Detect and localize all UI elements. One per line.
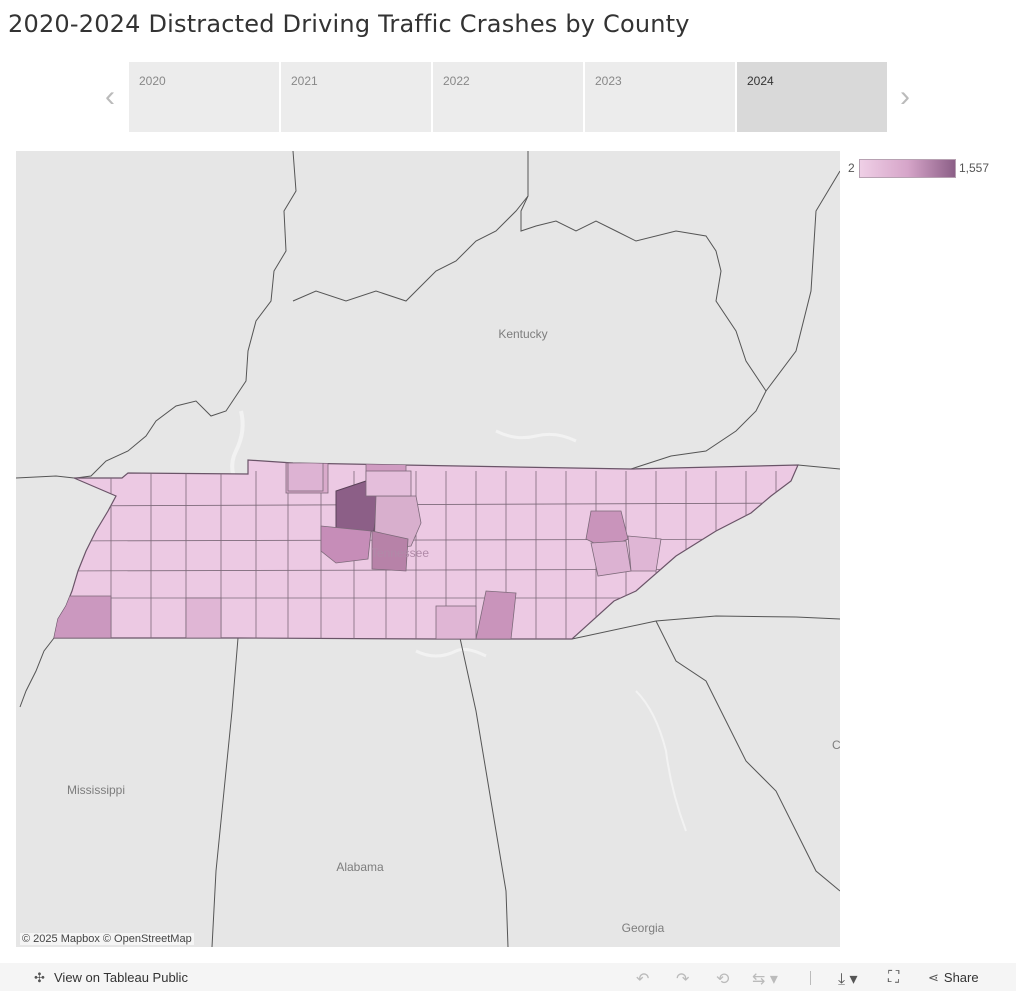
share-label: Share bbox=[943, 970, 979, 985]
view-on-tableau-label: View on Tableau Public bbox=[54, 970, 188, 985]
revert-icon[interactable]: ⟲ bbox=[716, 971, 730, 988]
river bbox=[635, 690, 687, 832]
state-border-kentucky-west bbox=[75, 151, 297, 479]
county-montgomery[interactable] bbox=[287, 462, 324, 492]
map-attribution[interactable]: © 2025 Mapbox © OpenStreetMap bbox=[20, 933, 194, 945]
chevron-right-icon[interactable]: › bbox=[900, 80, 910, 113]
tableau-toolbar: ✣ View on Tableau Public ↶ ↷ ⟲ ⇆ ▾ ⤓ ▾ ⛶ … bbox=[0, 963, 1016, 991]
tableau-logo-icon: ✣ bbox=[34, 970, 45, 985]
legend-gradient bbox=[859, 159, 956, 178]
state-border-kentucky-east bbox=[520, 151, 767, 470]
redo-icon[interactable]: ↷ bbox=[676, 971, 690, 988]
county-marion[interactable] bbox=[435, 605, 477, 639]
page-title: 2020-2024 Distracted Driving Traffic Cra… bbox=[8, 10, 690, 38]
county-hardin[interactable] bbox=[185, 597, 222, 639]
county-rutherford[interactable] bbox=[371, 530, 409, 572]
map-canvas: Kentucky Tennessee Mississippi Alabama G… bbox=[16, 151, 840, 947]
legend-max-label: 1,557 bbox=[959, 161, 990, 175]
state-border-georgia-carolina bbox=[655, 620, 840, 892]
county-hamilton[interactable] bbox=[475, 590, 517, 639]
label-georgia: Georgia bbox=[622, 921, 665, 935]
state-border-indiana bbox=[292, 195, 529, 302]
chevron-left-icon[interactable]: ‹ bbox=[105, 80, 115, 113]
year-tab-2020[interactable]: 2020 bbox=[129, 62, 279, 132]
map[interactable]: Kentucky Tennessee Mississippi Alabama G… bbox=[16, 151, 840, 947]
state-border-north-carolina bbox=[571, 615, 840, 640]
state-border-mississippi-alabama bbox=[211, 637, 239, 947]
year-tab-2022[interactable]: 2022 bbox=[433, 62, 583, 132]
refresh-icon[interactable]: ⇆ ▾ bbox=[752, 971, 778, 988]
label-alabama: Alabama bbox=[336, 860, 384, 874]
label-edge: C bbox=[832, 738, 840, 752]
state-border-virginia-south bbox=[797, 464, 840, 470]
county-williamson[interactable] bbox=[320, 525, 372, 564]
label-kentucky: Kentucky bbox=[498, 327, 547, 341]
state-border-alabama-georgia bbox=[459, 637, 509, 947]
lake bbox=[415, 647, 487, 658]
view-on-tableau-link[interactable]: ✣ View on Tableau Public bbox=[34, 970, 188, 986]
state-border-missouri bbox=[16, 475, 75, 479]
year-tab-2021[interactable]: 2021 bbox=[281, 62, 431, 132]
year-tab-2024[interactable]: 2024 bbox=[737, 62, 887, 132]
county-blount[interactable] bbox=[590, 540, 632, 577]
undo-icon[interactable]: ↶ bbox=[636, 971, 650, 988]
tennessee-state[interactable] bbox=[53, 459, 799, 640]
share-button[interactable]: ⋖ Share bbox=[928, 970, 979, 986]
county-grid bbox=[54, 460, 798, 639]
download-icon[interactable]: ⤓ ▾ bbox=[838, 971, 858, 988]
label-mississippi: Mississippi bbox=[67, 783, 125, 797]
toolbar-divider bbox=[810, 971, 811, 985]
share-icon: ⋖ bbox=[928, 970, 939, 985]
lake bbox=[495, 429, 577, 443]
fullscreen-icon[interactable]: ⛶ bbox=[888, 969, 900, 986]
county-macon[interactable] bbox=[365, 470, 412, 497]
legend-min-label: 2 bbox=[848, 161, 855, 175]
state-border-virginia bbox=[765, 170, 840, 392]
year-tab-2023[interactable]: 2023 bbox=[585, 62, 735, 132]
county-sevier[interactable] bbox=[627, 535, 662, 572]
river-border-mississippi bbox=[19, 637, 55, 708]
label-tennessee: Tennessee bbox=[371, 546, 429, 560]
year-pager: ‹ 2020 2021 2022 2023 2024 › bbox=[100, 62, 920, 132]
